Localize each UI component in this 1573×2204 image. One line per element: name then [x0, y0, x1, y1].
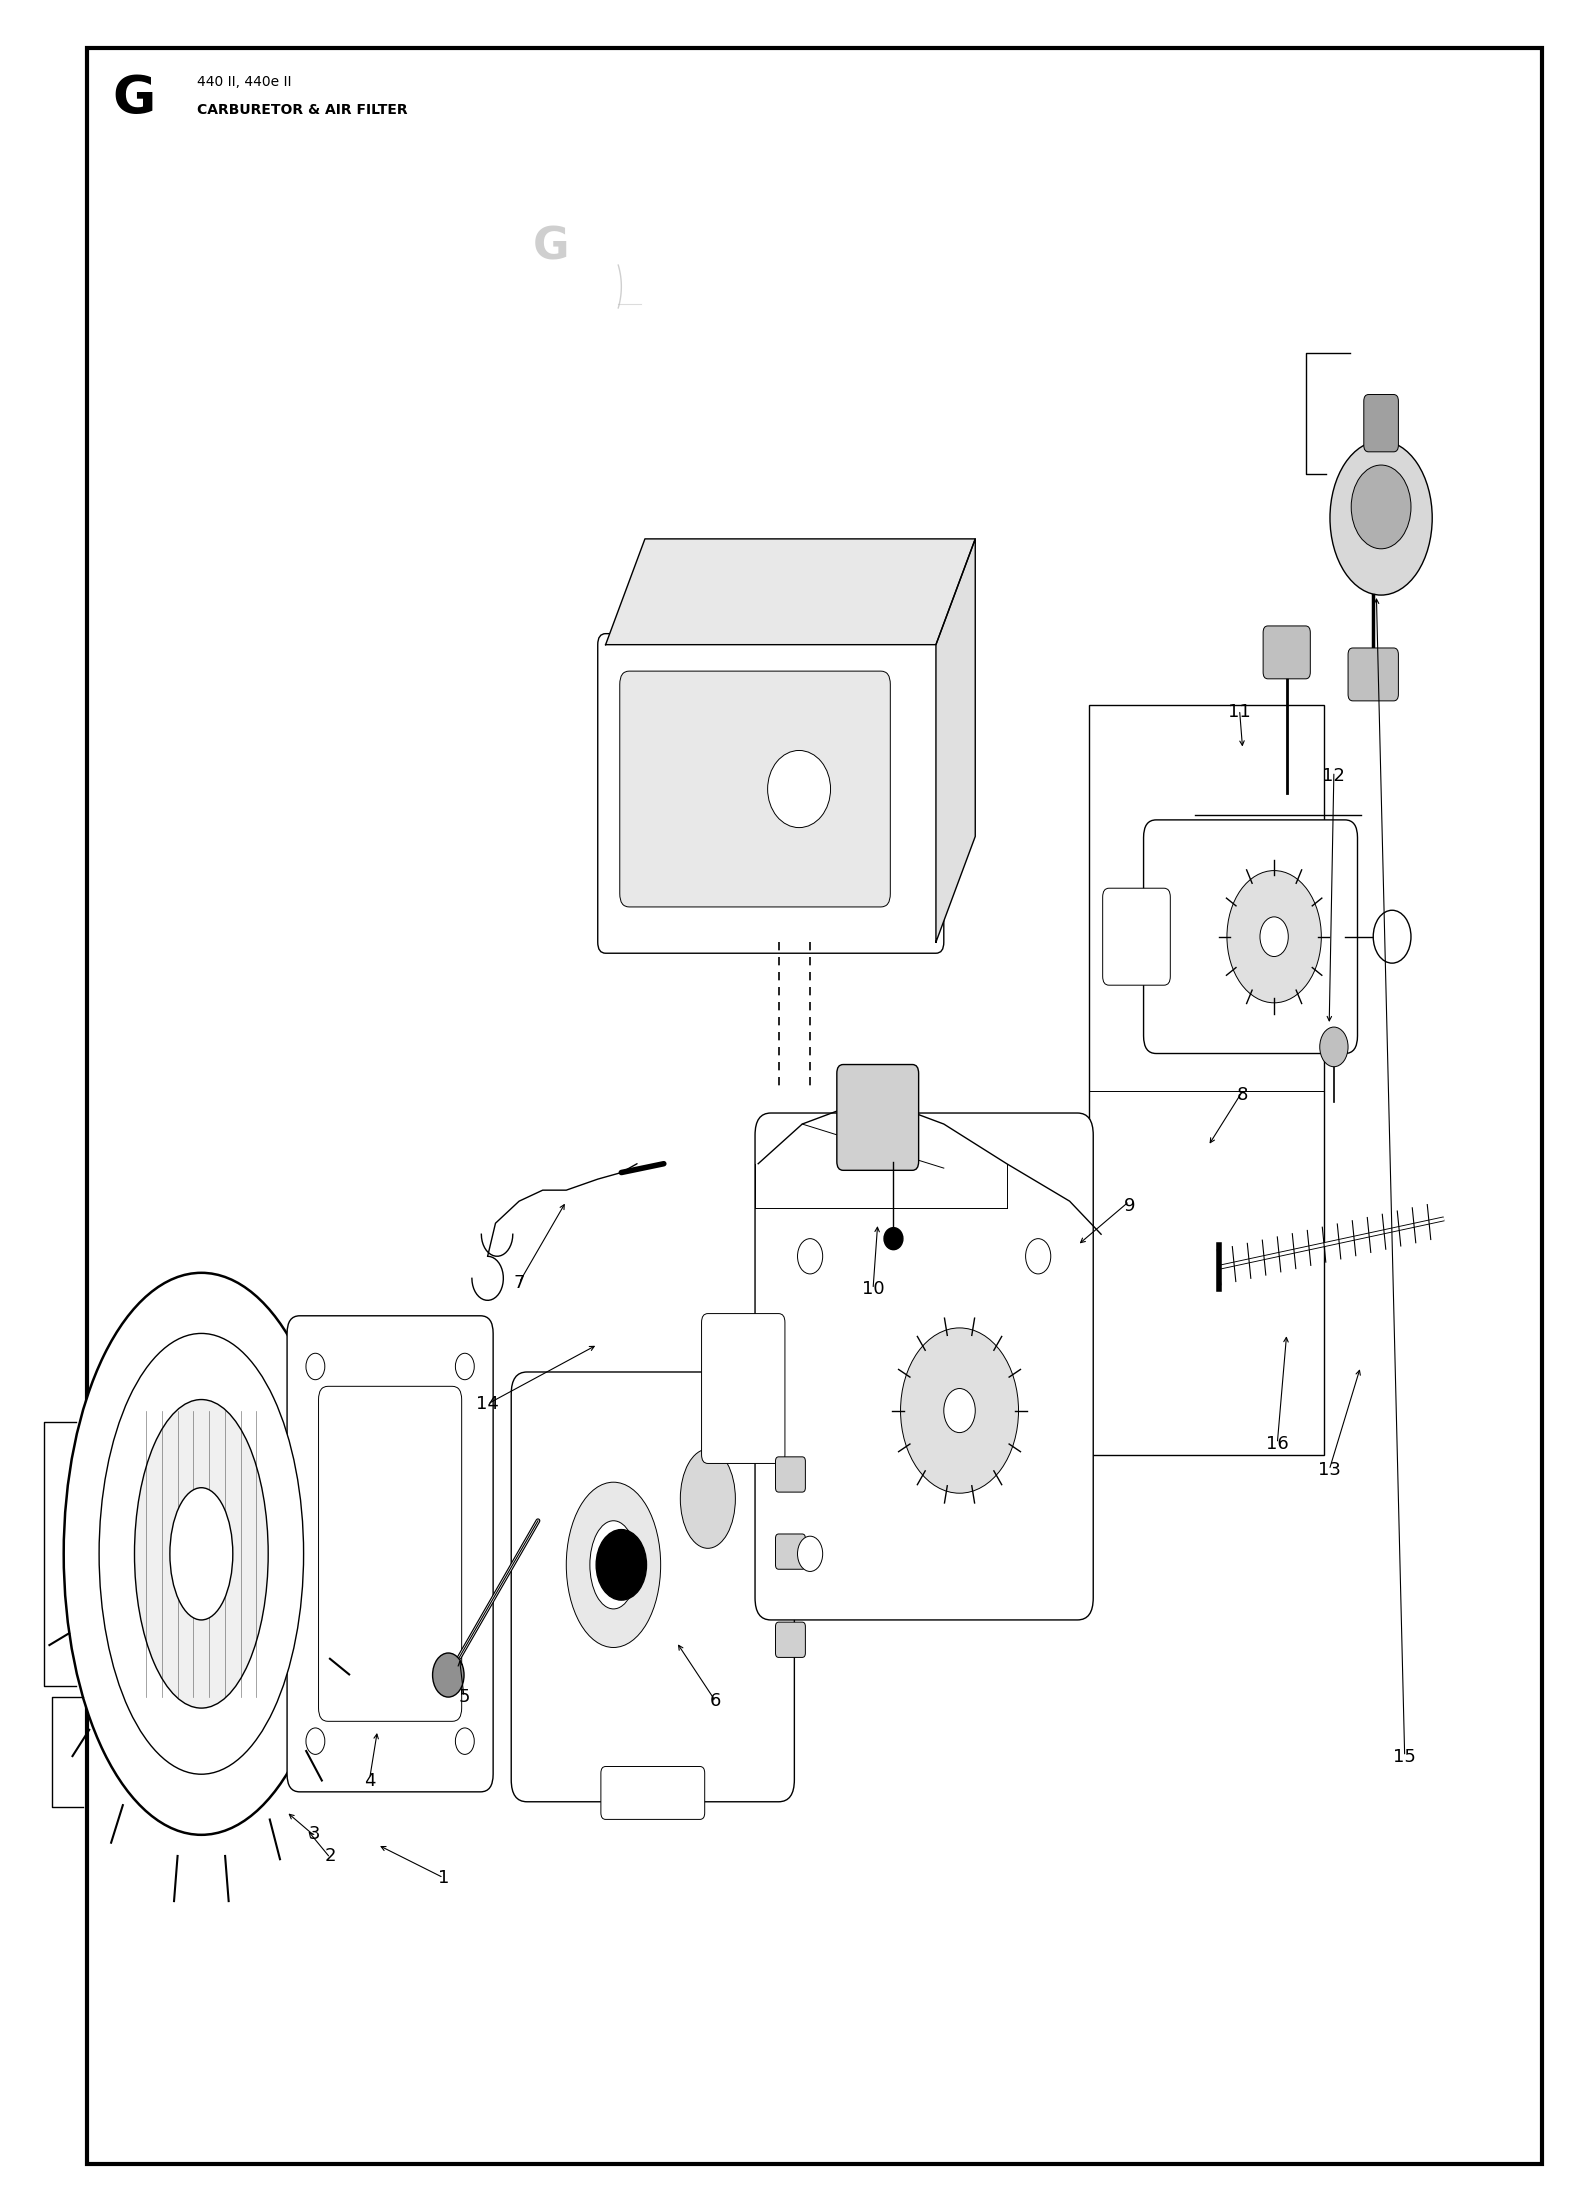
Circle shape — [798, 1536, 823, 1571]
Ellipse shape — [1331, 441, 1431, 595]
Circle shape — [596, 1530, 647, 1600]
Text: 5: 5 — [458, 1688, 470, 1706]
Ellipse shape — [1227, 871, 1321, 1003]
FancyBboxPatch shape — [755, 1113, 1093, 1620]
Text: 15: 15 — [1394, 1748, 1416, 1765]
Polygon shape — [936, 540, 975, 943]
Ellipse shape — [170, 1488, 233, 1620]
Circle shape — [1373, 910, 1411, 963]
Text: 12: 12 — [1323, 767, 1345, 785]
Circle shape — [1320, 1027, 1348, 1067]
FancyBboxPatch shape — [837, 1065, 919, 1170]
FancyBboxPatch shape — [1144, 820, 1357, 1054]
Text: 8: 8 — [1236, 1087, 1249, 1104]
Ellipse shape — [590, 1521, 637, 1609]
Text: 440 II, 440e II: 440 II, 440e II — [197, 75, 291, 88]
Text: 14: 14 — [477, 1395, 499, 1413]
Ellipse shape — [768, 749, 831, 826]
FancyBboxPatch shape — [511, 1371, 794, 1803]
Bar — [1089, 705, 1324, 1455]
Circle shape — [433, 1653, 464, 1697]
Text: 16: 16 — [1266, 1435, 1288, 1452]
Circle shape — [305, 1353, 326, 1380]
FancyBboxPatch shape — [1103, 888, 1170, 985]
Ellipse shape — [884, 1228, 903, 1250]
FancyBboxPatch shape — [598, 635, 944, 952]
Text: CARBURETOR & AIR FILTER: CARBURETOR & AIR FILTER — [197, 104, 407, 117]
Text: 4: 4 — [363, 1772, 376, 1790]
FancyBboxPatch shape — [1364, 395, 1398, 452]
Circle shape — [305, 1728, 326, 1754]
Ellipse shape — [1260, 917, 1288, 957]
Ellipse shape — [134, 1400, 267, 1708]
Text: 3: 3 — [308, 1825, 321, 1843]
Ellipse shape — [900, 1327, 1019, 1494]
FancyBboxPatch shape — [1263, 626, 1310, 679]
Circle shape — [798, 1239, 823, 1274]
Text: 11: 11 — [1229, 703, 1251, 721]
Ellipse shape — [680, 1450, 735, 1547]
FancyBboxPatch shape — [620, 670, 890, 908]
Text: 13: 13 — [1318, 1461, 1340, 1479]
Text: 9: 9 — [1123, 1197, 1136, 1214]
Text: 10: 10 — [862, 1281, 884, 1298]
Text: 7: 7 — [513, 1274, 525, 1292]
Text: 6: 6 — [709, 1693, 722, 1710]
FancyBboxPatch shape — [286, 1316, 494, 1792]
Text: 1: 1 — [437, 1869, 450, 1887]
Ellipse shape — [1351, 465, 1411, 549]
Ellipse shape — [944, 1389, 975, 1433]
FancyBboxPatch shape — [775, 1534, 805, 1569]
Text: G: G — [532, 225, 569, 269]
Ellipse shape — [63, 1274, 340, 1834]
Text: G: G — [112, 73, 156, 126]
FancyBboxPatch shape — [702, 1314, 785, 1463]
FancyBboxPatch shape — [775, 1622, 805, 1657]
Ellipse shape — [566, 1481, 661, 1646]
Ellipse shape — [99, 1333, 304, 1774]
Circle shape — [456, 1728, 475, 1754]
FancyBboxPatch shape — [775, 1457, 805, 1492]
FancyBboxPatch shape — [1348, 648, 1398, 701]
FancyBboxPatch shape — [318, 1386, 462, 1721]
Polygon shape — [606, 540, 975, 646]
Circle shape — [1026, 1239, 1051, 1274]
Circle shape — [456, 1353, 475, 1380]
Text: 2: 2 — [324, 1847, 337, 1865]
FancyBboxPatch shape — [601, 1768, 705, 1821]
